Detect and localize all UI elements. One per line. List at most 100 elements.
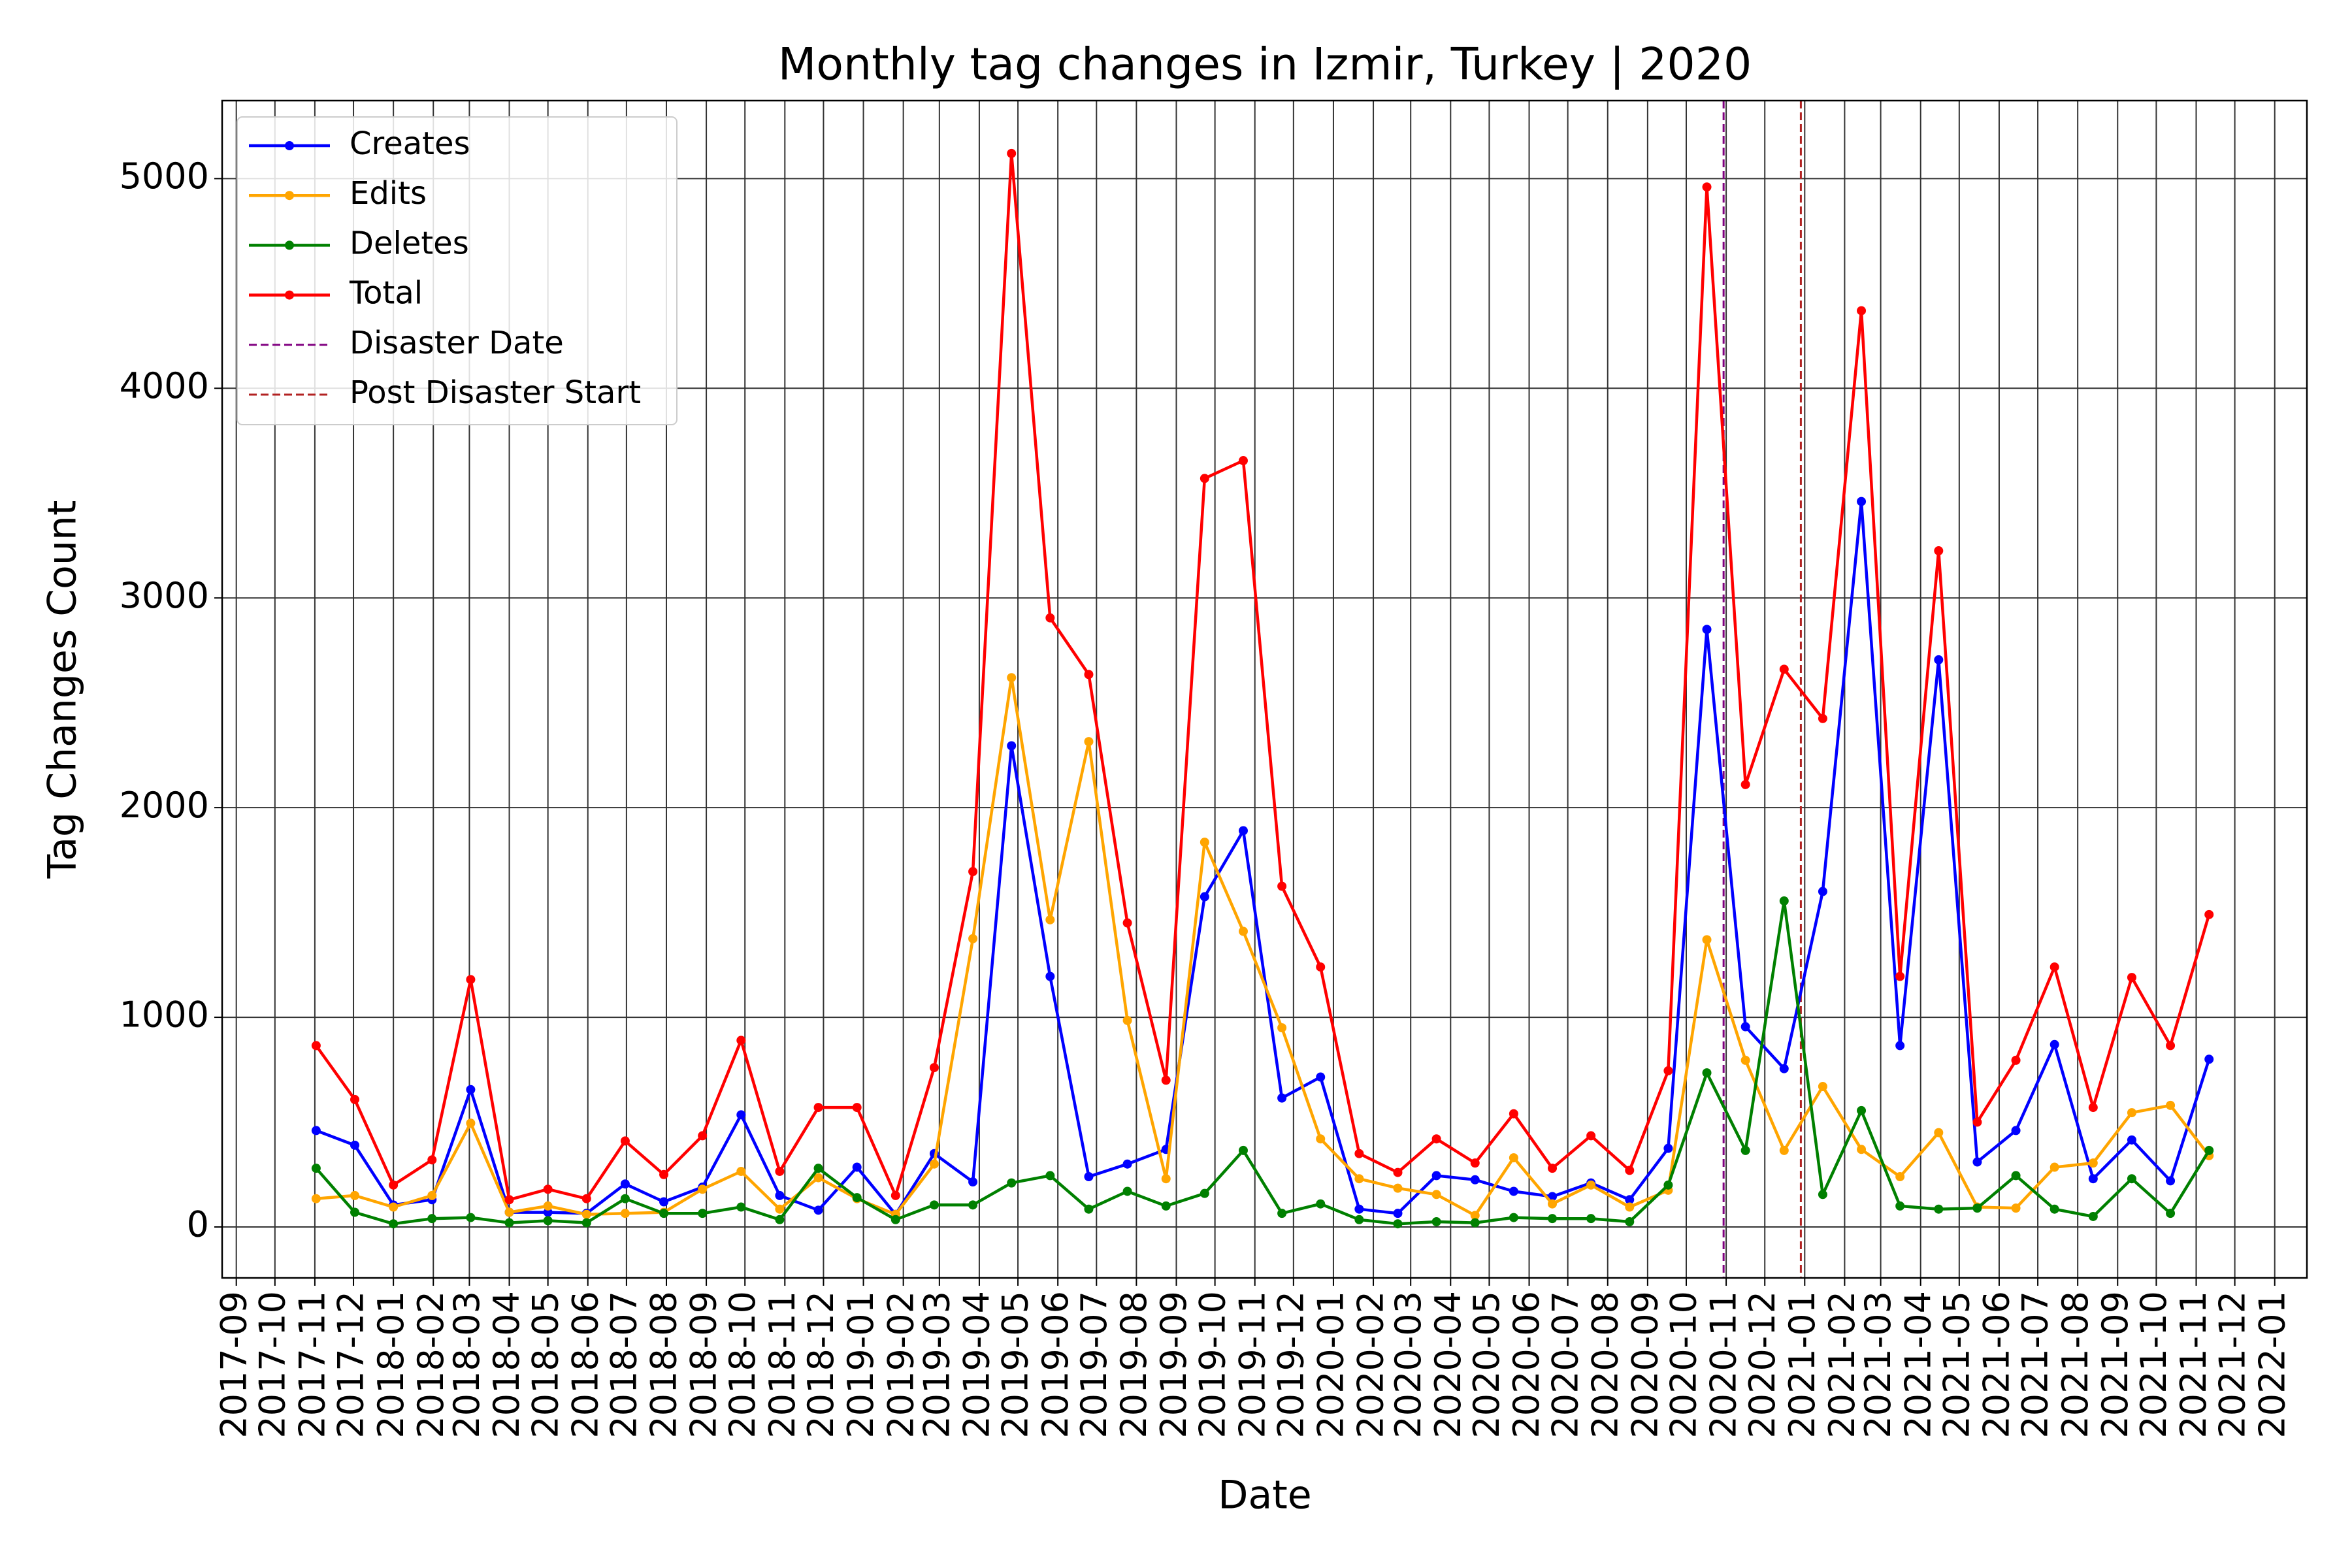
point xyxy=(1548,1214,1558,1224)
point xyxy=(350,1094,360,1104)
point xyxy=(736,1202,746,1212)
point xyxy=(1740,779,1750,789)
y-tick-label: 1000 xyxy=(120,994,209,1036)
point xyxy=(466,1213,476,1222)
point xyxy=(504,1195,514,1205)
point xyxy=(2088,1103,2098,1113)
point xyxy=(1161,1201,1171,1211)
point xyxy=(1393,1219,1403,1229)
point xyxy=(1277,1093,1287,1103)
point xyxy=(929,1200,939,1210)
series-line xyxy=(316,500,2211,1217)
point xyxy=(389,1219,399,1229)
point xyxy=(1393,1168,1403,1177)
point xyxy=(1818,1081,1827,1091)
x-tick-label: 2021-07 xyxy=(2015,1291,2056,1439)
point xyxy=(311,1194,321,1203)
point xyxy=(543,1207,553,1217)
point xyxy=(1316,1072,1326,1082)
point xyxy=(427,1214,437,1224)
point xyxy=(427,1190,437,1200)
x-tick-label: 2020-02 xyxy=(1350,1291,1392,1439)
x-tick-label: 2019-10 xyxy=(1192,1291,1233,1439)
x-tick-label: 2021-09 xyxy=(2095,1291,2136,1439)
x-tick-label: 2020-07 xyxy=(1544,1291,1586,1439)
point xyxy=(2088,1174,2098,1184)
point xyxy=(543,1216,553,1226)
x-tick-label: 2020-11 xyxy=(1703,1291,1744,1439)
point xyxy=(659,1197,669,1207)
point xyxy=(1548,1199,1558,1209)
point xyxy=(389,1202,399,1212)
y-tick-label: 4000 xyxy=(120,365,209,406)
point xyxy=(543,1201,553,1211)
point xyxy=(1895,1171,1905,1181)
point xyxy=(659,1169,669,1179)
legend-label: Total xyxy=(349,275,423,312)
point xyxy=(929,1159,939,1169)
x-tick-label: 2019-12 xyxy=(1270,1291,1311,1439)
x-tick-label: 2018-06 xyxy=(564,1291,606,1439)
point xyxy=(1740,1145,1750,1155)
point xyxy=(813,1103,823,1113)
point xyxy=(1200,892,1209,902)
point xyxy=(1354,1215,1364,1224)
x-tick-label: 2018-12 xyxy=(800,1291,841,1439)
x-tick-label: 2020-06 xyxy=(1506,1291,1547,1439)
point xyxy=(659,1209,669,1218)
x-tick-label: 2019-04 xyxy=(956,1291,998,1439)
legend-box xyxy=(237,116,678,425)
point xyxy=(736,1110,746,1120)
point xyxy=(775,1204,785,1214)
x-tick-label: 2018-03 xyxy=(446,1291,487,1439)
point xyxy=(2127,1108,2136,1118)
x-tick-label: 2020-09 xyxy=(1625,1291,1666,1439)
y-tick-label: 2000 xyxy=(120,785,209,826)
x-tick-label: 2021-01 xyxy=(1782,1291,1823,1439)
x-tick-label: 2018-11 xyxy=(762,1291,803,1439)
point xyxy=(1509,1153,1518,1163)
point xyxy=(466,1119,476,1128)
point xyxy=(1084,737,1094,747)
point xyxy=(2050,1039,2059,1049)
point xyxy=(1122,1015,1132,1025)
point xyxy=(1586,1131,1596,1141)
y-tick-label: 0 xyxy=(187,1204,209,1245)
point xyxy=(1084,1171,1094,1181)
legend-label: Post Disaster Start xyxy=(350,374,641,411)
point xyxy=(1431,1134,1441,1144)
point xyxy=(2166,1041,2176,1051)
point xyxy=(1818,1190,1827,1200)
point xyxy=(1934,546,1944,556)
point xyxy=(1702,182,1712,192)
point xyxy=(350,1140,360,1150)
series-line xyxy=(316,676,2210,1217)
point xyxy=(813,1164,823,1173)
point xyxy=(1779,896,1789,906)
point xyxy=(2127,973,2136,983)
point xyxy=(620,1194,630,1203)
point xyxy=(1238,1145,1248,1155)
point xyxy=(2088,1158,2098,1168)
point xyxy=(427,1155,437,1165)
point xyxy=(1934,655,1944,664)
point xyxy=(1122,1186,1132,1196)
point xyxy=(852,1162,862,1172)
x-tick-label: 2017-10 xyxy=(252,1291,293,1439)
point xyxy=(1663,1180,1673,1190)
chart-title: Monthly tag changes in Izmir, Turkey | 2… xyxy=(778,39,1752,91)
y-tick-label: 3000 xyxy=(120,575,209,616)
point xyxy=(620,1179,630,1189)
point xyxy=(2050,1162,2059,1172)
point xyxy=(1277,1209,1287,1218)
x-tick-label: 2021-10 xyxy=(2133,1291,2174,1439)
point xyxy=(736,1166,746,1176)
point xyxy=(1007,1178,1017,1188)
point xyxy=(775,1215,785,1224)
point xyxy=(1857,306,1867,316)
legend-marker xyxy=(285,141,294,150)
x-tick-label: 2019-09 xyxy=(1153,1291,1194,1439)
x-tick-label: 2020-03 xyxy=(1388,1291,1429,1439)
x-tick-label: 2017-09 xyxy=(213,1291,254,1439)
point xyxy=(1779,1145,1789,1155)
